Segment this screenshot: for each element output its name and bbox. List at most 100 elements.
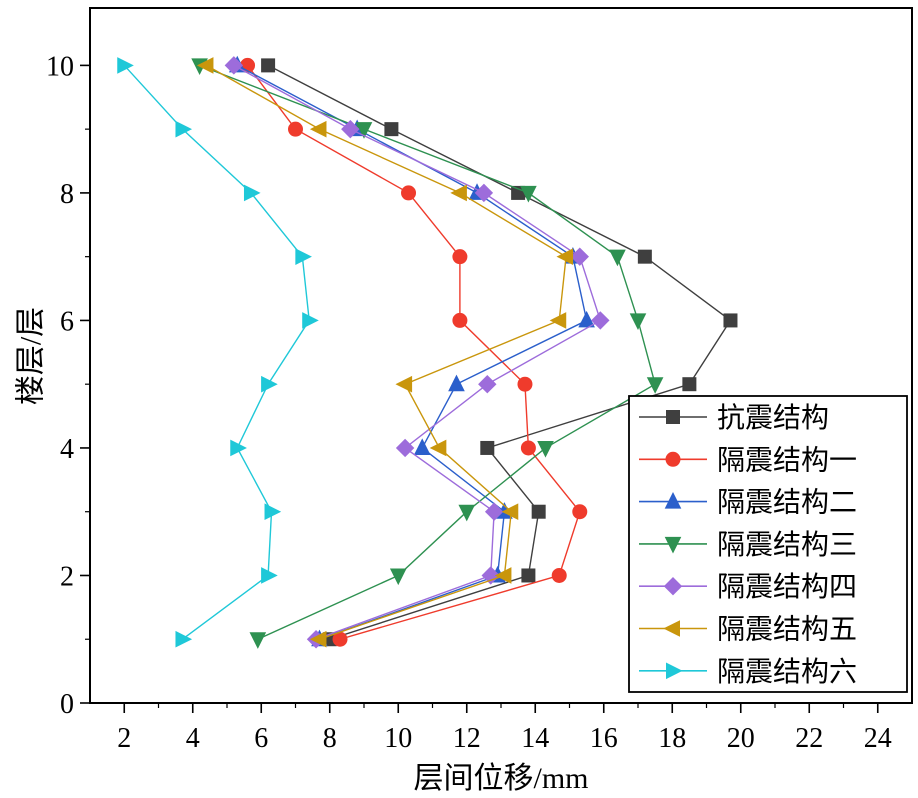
series-line-1	[246, 64, 581, 640]
triangle-left-marker	[501, 503, 519, 521]
x-tick-label: 22	[795, 723, 823, 754]
triangle-right-marker	[264, 503, 282, 521]
triangle-down-marker	[646, 377, 664, 394]
series-line-6	[123, 64, 310, 640]
triangle-left-marker	[494, 567, 512, 584]
y-axis-title: 楼层/层	[14, 306, 48, 406]
circle-marker	[665, 451, 681, 467]
diamond-marker	[224, 56, 244, 75]
square-marker	[261, 58, 276, 73]
circle-marker	[517, 376, 533, 392]
x-tick-label: 12	[453, 723, 481, 754]
triangle-right-marker	[666, 662, 683, 680]
diamond-marker	[395, 438, 415, 458]
x-tick-label: 24	[864, 723, 892, 754]
x-axis-title: 层间位移/mm	[413, 762, 589, 795]
triangle-down-marker	[664, 536, 682, 554]
series-line-3	[199, 64, 656, 640]
triangle-right-marker	[117, 57, 134, 74]
square-marker	[480, 440, 495, 455]
series-line-0	[267, 64, 732, 640]
diamond-marker	[484, 502, 504, 521]
legend-label: 隔震结构一	[717, 444, 857, 476]
circle-marker	[520, 440, 536, 456]
y-tick-label: 4	[60, 434, 74, 465]
triangle-up-marker	[413, 438, 431, 455]
circle-marker	[572, 504, 588, 520]
triangle-up-marker	[448, 374, 465, 392]
triangle-left-marker	[549, 312, 567, 329]
x-tick-label: 18	[658, 723, 686, 754]
legend-item: 隔震结构五	[639, 614, 857, 646]
diamond-marker	[481, 566, 500, 585]
x-tick-label: 4	[186, 723, 200, 754]
legend-label: 隔震结构三	[717, 529, 857, 561]
y-tick-label: 8	[60, 179, 74, 210]
x-tick-label: 20	[727, 723, 755, 754]
y-tick-label: 0	[60, 689, 74, 720]
diamond-marker	[341, 119, 360, 139]
circle-marker	[452, 249, 468, 265]
triangle-right-marker	[302, 312, 319, 329]
triangle-down-marker	[458, 504, 476, 522]
series-line-2	[236, 64, 588, 640]
series-3	[191, 58, 664, 649]
diamond-marker	[478, 374, 497, 394]
legend-label: 隔震结构五	[717, 614, 857, 646]
series-6	[117, 57, 319, 648]
series-5	[196, 57, 574, 648]
y-tick-label: 10	[46, 51, 74, 82]
square-marker	[723, 313, 738, 328]
triangle-left-marker	[450, 184, 467, 202]
legend-item: 隔震结构三	[639, 529, 857, 561]
diamond-marker	[663, 576, 683, 596]
legend-item: 隔震结构六	[639, 656, 857, 688]
x-tick-label: 2	[117, 723, 131, 754]
legend-label: 抗震结构	[717, 402, 829, 434]
legend-item: 抗震结构	[639, 402, 829, 434]
legend-label: 隔震结构六	[717, 656, 857, 688]
square-marker	[521, 568, 536, 583]
legend-item: 隔震结构二	[639, 487, 857, 519]
triangle-right-marker	[230, 439, 247, 457]
triangle-left-marker	[395, 375, 413, 393]
diamond-marker	[591, 311, 610, 330]
series-line-4	[233, 64, 602, 640]
triangle-left-marker	[309, 630, 327, 648]
triangle-down-marker	[520, 185, 537, 203]
x-tick-label: 14	[521, 723, 549, 754]
triangle-down-marker	[355, 122, 373, 139]
y-tick-label: 6	[60, 306, 74, 337]
triangle-right-marker	[261, 567, 278, 584]
series-4	[224, 56, 610, 649]
triangle-left-marker	[429, 439, 447, 457]
circle-marker	[551, 567, 567, 583]
triangle-right-marker	[175, 120, 193, 138]
triangle-down-marker	[389, 568, 407, 586]
triangle-up-marker	[578, 310, 595, 328]
x-tick-label: 16	[590, 723, 618, 754]
triangle-right-marker	[175, 630, 193, 648]
square-marker	[384, 122, 399, 137]
y-tick-label: 2	[60, 561, 74, 592]
x-tick-label: 8	[323, 723, 337, 754]
diamond-marker	[570, 247, 589, 266]
series-line-5	[206, 64, 567, 640]
triangle-down-marker	[629, 313, 647, 331]
square-marker	[666, 410, 680, 424]
circle-marker	[288, 121, 303, 137]
triangle-right-marker	[261, 375, 278, 393]
legend-label: 隔震结构四	[717, 571, 857, 603]
diamond-marker	[474, 183, 494, 203]
legend-item: 隔震结构四	[639, 571, 857, 603]
triangle-down-marker	[249, 632, 267, 649]
x-tick-label: 6	[254, 723, 268, 754]
triangle-down-marker	[609, 249, 626, 267]
triangle-left-marker	[663, 620, 680, 637]
series-1	[240, 57, 588, 647]
legend-label: 隔震结构二	[717, 487, 857, 519]
triangle-right-marker	[295, 248, 312, 265]
